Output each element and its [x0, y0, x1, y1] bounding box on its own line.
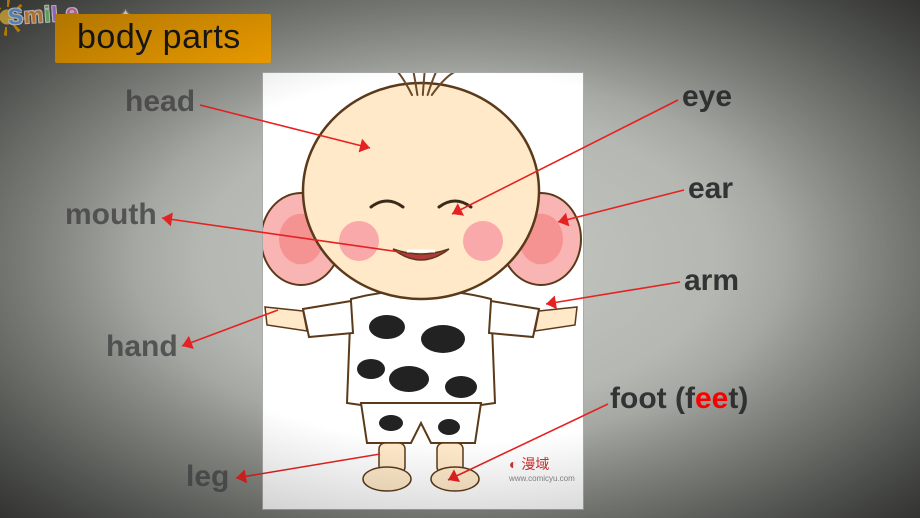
- label-ear: ear: [688, 172, 733, 206]
- title-box: body parts: [55, 14, 271, 63]
- svg-text:◐ 漫域: ◐ 漫域: [509, 456, 549, 472]
- label-arm: arm: [684, 264, 739, 298]
- label-foot: foot (feet): [610, 382, 748, 416]
- label-hand: hand: [106, 330, 178, 364]
- label-head: head: [125, 85, 195, 119]
- svg-text:www.comicyu.com: www.comicyu.com: [508, 474, 575, 483]
- label-mouth: mouth: [65, 198, 157, 232]
- character-figure: ◐ 漫域 www.comicyu.com: [263, 73, 585, 511]
- label-eye: eye: [682, 80, 732, 114]
- label-leg: leg: [186, 460, 229, 494]
- figure-panel: ◐ 漫域 www.comicyu.com: [262, 72, 584, 510]
- title-text: body parts: [77, 18, 241, 56]
